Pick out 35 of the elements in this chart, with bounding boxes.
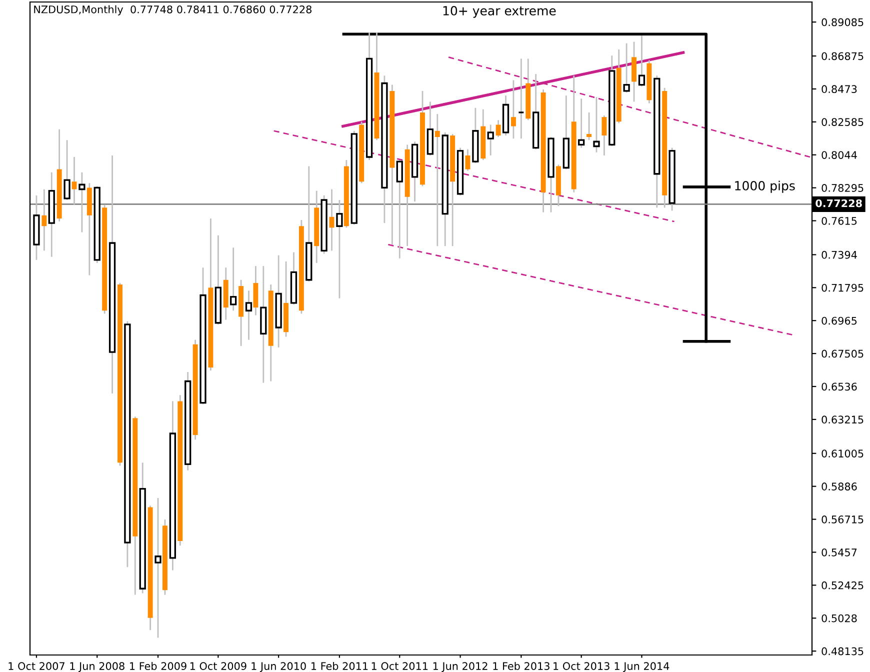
x-tick-label: 1 Jun 2012 — [433, 662, 488, 672]
ref-line-label: 0.77228 — [816, 199, 862, 208]
x-tick-label: 1 Jun 2010 — [252, 662, 306, 672]
x-tick-label: 1 Feb 2013 — [493, 662, 550, 670]
x-tick-label: 1 Oct 2009 — [190, 662, 246, 670]
x-tick-label: 1 Feb 2009 — [130, 662, 186, 670]
y-tick-label: 0.86875 — [822, 52, 864, 60]
y-tick-label: 0.5457 — [822, 548, 857, 556]
x-tick-label: 1 Feb 2011 — [312, 662, 368, 670]
x-tick-label: 1 Oct 2007 — [8, 662, 64, 670]
y-tick-label: 0.56715 — [822, 516, 864, 524]
y-tick-label: 0.8044 — [822, 151, 857, 159]
x-tick-label: 1 Jun 2008 — [70, 662, 124, 672]
y-tick-label: 0.5028 — [822, 614, 857, 622]
y-tick-label: 0.63215 — [822, 416, 864, 424]
y-tick-label: 0.52425 — [822, 581, 864, 590]
y-tick-label: 0.82585 — [822, 118, 864, 126]
y-tick-label: 0.89085 — [822, 18, 864, 26]
y-tick-label: 0.6965 — [822, 316, 857, 325]
x-tick-label: 1 Oct 2013 — [554, 662, 610, 670]
y-tick-label: 0.67505 — [822, 350, 864, 358]
y-tick-label: 0.6536 — [822, 382, 857, 391]
y-tick-label: 0.7394 — [822, 250, 857, 259]
y-tick-label: 0.78295 — [822, 184, 864, 192]
annotation: 1000 pips — [735, 180, 795, 193]
y-tick-label: 0.8473 — [822, 85, 857, 94]
y-tick-label: 0.61005 — [822, 450, 864, 458]
x-tick-label: 1 Oct 2011 — [372, 662, 428, 670]
y-tick-label: 0.48135 — [822, 647, 864, 656]
y-tick-label: 0.71795 — [822, 284, 864, 292]
y-tick-label: 0.5886 — [822, 482, 857, 490]
y-tick-label: 0.7615 — [822, 216, 857, 225]
x-tick-label: 1 Jun 2014 — [614, 662, 670, 672]
chart-title: NZDUSD,Monthly 0.77748 0.78411 0.76860 0.77228 — [34, 5, 312, 16]
annotation: 10+ year extreme — [443, 6, 556, 18]
